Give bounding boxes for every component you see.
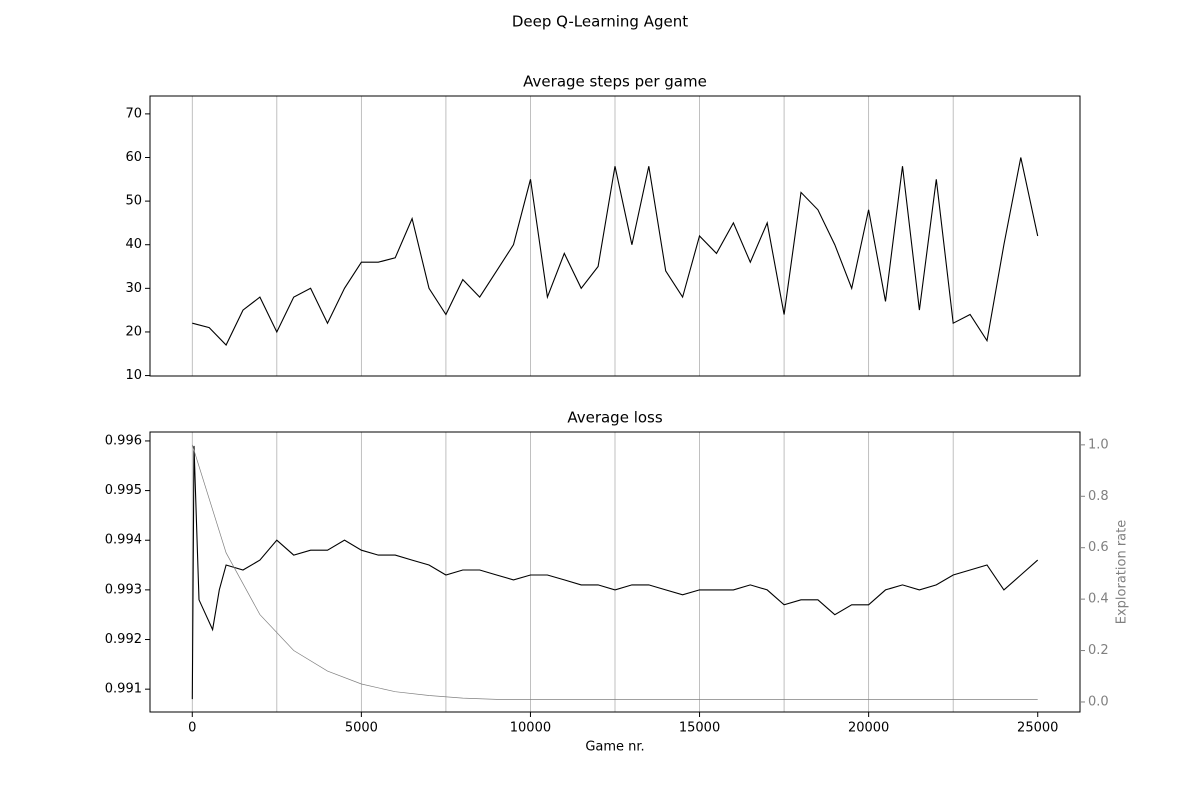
- axes-title: Average loss: [567, 409, 663, 427]
- x-axis-label: Game nr.: [585, 740, 644, 755]
- y-tick-label: 40: [125, 237, 142, 252]
- y2-tick-label: 0.0: [1088, 694, 1109, 709]
- figure-title: Deep Q-Learning Agent: [512, 13, 688, 31]
- x-tick-label: 5000: [345, 721, 378, 736]
- y-tick-label: 0.996: [105, 433, 142, 448]
- y-tick-label: 0.993: [105, 582, 142, 597]
- y-tick-label: 50: [125, 194, 142, 209]
- y-tick-label: 30: [125, 281, 142, 296]
- y-tick-label: 20: [125, 324, 142, 339]
- y2-tick-label: 0.2: [1088, 643, 1109, 658]
- y-tick-label: 0.991: [105, 682, 142, 697]
- x-tick-label: 0: [188, 721, 196, 736]
- axes-title: Average steps per game: [523, 73, 707, 91]
- data-line: [191, 444, 1038, 700]
- y-tick-label: 0.992: [105, 632, 142, 647]
- y2-tick-label: 0.8: [1088, 489, 1109, 504]
- data-line: [192, 157, 1039, 346]
- y2-axis-label: Exploration rate: [1115, 520, 1130, 624]
- data-line: [191, 445, 1039, 700]
- axes-frame: [149, 431, 1081, 713]
- y2-tick-label: 1.0: [1088, 437, 1109, 452]
- x-tick-label: 15000: [679, 721, 720, 736]
- x-tick-label: 20000: [848, 721, 889, 736]
- x-tick-label: 10000: [510, 721, 551, 736]
- y2-tick-label: 0.4: [1088, 592, 1109, 607]
- y-tick-label: 0.995: [105, 483, 142, 498]
- y-tick-label: 0.994: [105, 533, 142, 548]
- axes-frame: [149, 95, 1081, 377]
- y-tick-label: 60: [125, 150, 142, 165]
- x-tick-label: 25000: [1017, 721, 1058, 736]
- y-tick-label: 70: [125, 106, 142, 121]
- y-tick-label: 10: [125, 368, 142, 383]
- y2-tick-label: 0.6: [1088, 540, 1109, 555]
